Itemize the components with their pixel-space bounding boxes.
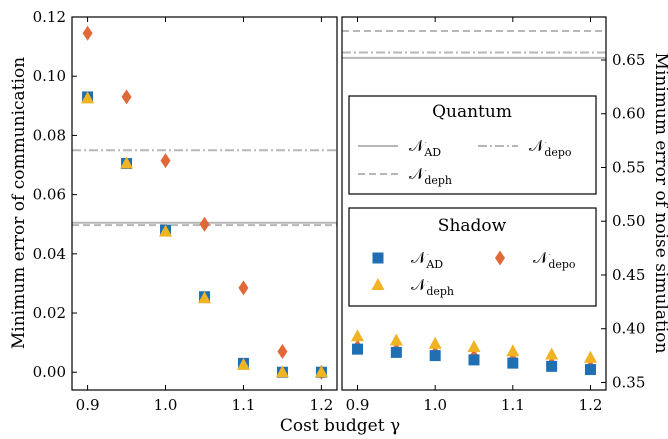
y-tick-label: 0.06 [33,186,66,204]
data-point-depo [199,216,210,232]
x-tick-label: 1.1 [501,396,525,414]
data-point-depo [82,25,93,41]
quantum-legend-title: Quantum [432,102,512,122]
y-axis-title-right: Minimum error of noise simulation [651,53,668,354]
legend-entry-label: 𝒩deph [409,164,452,187]
y-tick-label: 0.08 [33,126,66,144]
left-axes-frame [71,16,338,391]
x-tick-label: 1.2 [309,396,333,414]
shadow-legend-title: Shadow [438,216,507,236]
legend-subscript: depo [544,146,572,159]
legend-marker-deph [371,278,385,290]
y-tick-label: 0.35 [612,373,645,391]
data-point-deph [314,365,328,378]
x-tick-label: 0.9 [346,396,370,414]
x-axis-title: Cost budget γ [280,416,400,436]
right-panel: 0.9 1.0 1.1 1.2 0.35 0.40 0.45 0.50 0.55 0.60 0.65 [341,16,645,414]
legend-entry-label: 𝒩AD [409,136,441,159]
data-point-depo [238,280,249,296]
y-tick-label: 0.10 [33,67,66,85]
legend-symbol: 𝒩 [409,164,427,183]
data-point-deph [389,333,403,346]
y-tick-label: 0.40 [612,320,645,338]
data-point-ad [429,350,441,362]
data-point-depo [160,153,171,169]
y-tick-label: 0.55 [612,158,645,176]
legend-entry-label: 𝒩AD [411,248,443,271]
data-point-deph [198,291,211,304]
shadow-legend-box [348,207,597,307]
data-point-ad [546,360,558,372]
legend-subscript: AD [423,146,441,159]
x-tick-label: 0.9 [76,396,100,414]
data-point-ad [507,357,519,369]
y-tick-label: 0.65 [612,51,645,69]
right-axes-frame [341,16,607,391]
data-point-deph [583,350,597,363]
legend-symbol: 𝒩 [411,275,429,294]
y-axis-title-left: Minimum error of communication [9,57,29,349]
data-point-deph [159,224,173,237]
data-point-deph [428,336,442,349]
data-point-deph [81,91,95,104]
x-tick-label: 1.0 [154,396,178,414]
legend-subscript: deph [424,174,452,187]
data-point-deph [467,340,481,353]
x-tick-label: 1.1 [232,396,256,414]
data-point-deph [545,347,559,360]
legend-marker-ad [372,252,384,264]
y-tick-label: 0.04 [33,245,66,263]
x-tick-label: 1.2 [579,396,603,414]
data-point-deph [506,344,520,357]
y-tick-label: 0.45 [612,266,645,284]
data-point-depo [121,89,132,105]
legend-symbol: 𝒩 [533,248,551,267]
y-tick-label: 0.00 [33,363,66,381]
legend-entry-label: 𝒩depo [529,136,572,159]
y-tick-label: 0.60 [612,105,645,123]
x-tick-label: 1.0 [423,396,447,414]
data-point-ad [584,364,596,376]
legend-subscript: depo [548,258,576,271]
legend-subscript: deph [426,285,454,298]
data-point-ad [468,354,480,366]
legend-symbol: 𝒩 [529,136,547,155]
data-point-depo [277,344,288,360]
legend-symbol: 𝒩 [411,248,429,267]
y-tick-label: 0.12 [33,8,66,26]
data-point-deph [351,329,365,342]
legend-marker-depo [495,250,505,266]
legend-symbol: 𝒩 [409,136,427,155]
left-panel: 0.9 1.0 1.1 1.2 0.00 0.02 0.04 0.06 0.08 0.10 0.12 [33,8,338,414]
data-point-deph [236,357,250,370]
data-point-ad [390,346,402,358]
y-tick-label: 0.02 [33,304,66,322]
legend-subscript: AD [425,258,443,271]
legend-entry-label: 𝒩deph [411,275,454,298]
data-point-deph [120,156,134,169]
legend-entry-label: 𝒩depo [533,248,576,271]
data-point-deph [275,365,289,378]
data-point-ad [352,343,364,355]
y-tick-label: 0.50 [612,212,645,230]
